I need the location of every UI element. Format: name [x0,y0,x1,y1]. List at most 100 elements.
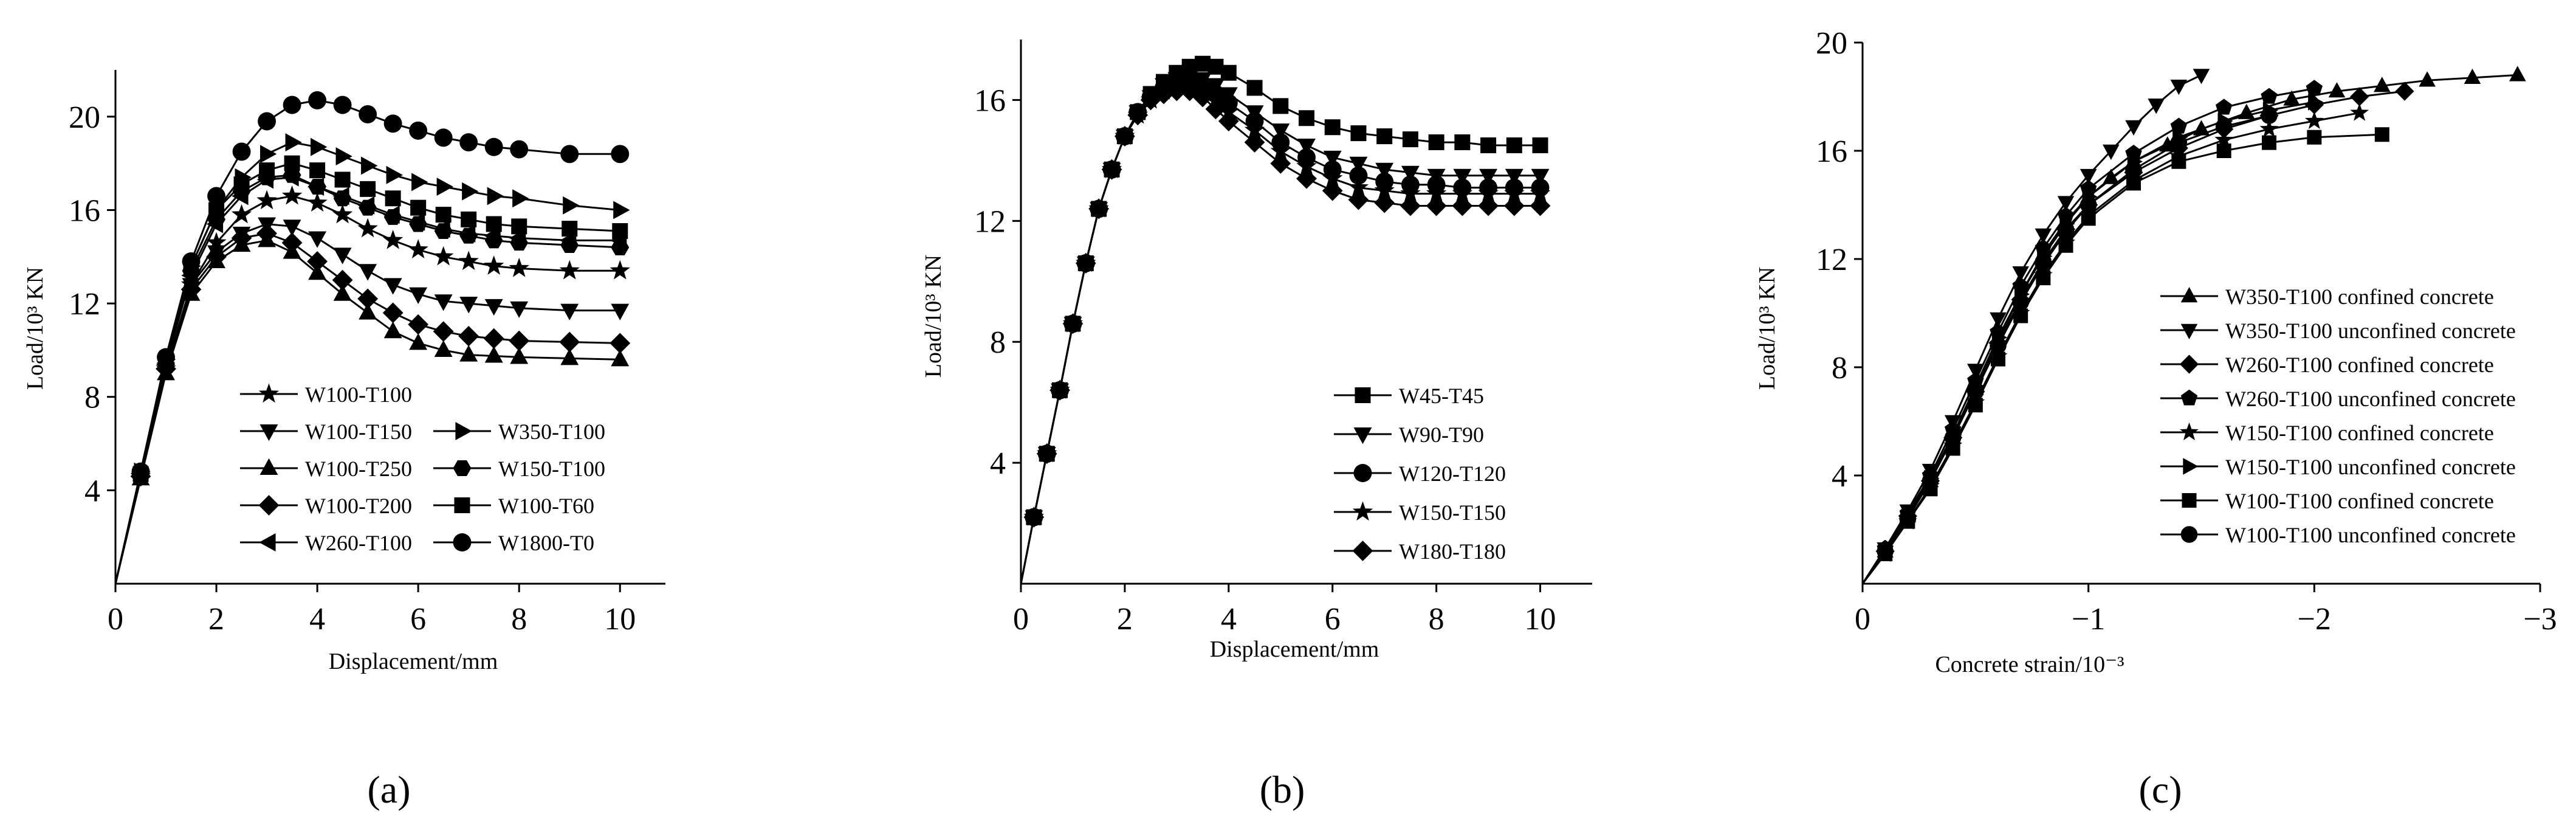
data-point [258,112,276,131]
x-tick-label: 10 [1525,602,1556,637]
data-point [309,162,326,179]
x-tick-label: 4 [309,602,325,637]
data-point [1375,162,1394,180]
y-tick-label: 12 [974,204,1006,239]
legend-label: W100-T100 unconfined concrete [2225,523,2516,547]
data-point [2307,130,2322,145]
x-tick-label: −3 [2523,602,2557,637]
data-point [2036,271,2051,286]
data-point [1968,398,1983,413]
data-point [383,278,402,295]
legend-label: W350-T100 confined concrete [2225,285,2494,309]
data-point [433,321,454,342]
data-point [1179,80,1200,102]
data-point [1990,337,2007,354]
data-point [1376,128,1393,145]
data-point [510,347,529,364]
data-point [332,204,353,224]
data-point [1273,98,1289,114]
x-tick-label: 6 [1325,602,1341,637]
data-point [1426,183,1447,202]
data-point [359,199,377,216]
data-point [359,264,377,281]
data-point [2464,68,2481,85]
data-point [1452,183,1473,202]
series-w180-t180 [1020,80,1551,584]
chart-panel-0: 0 2 4 6 8 10 4 8 12 16 20 Displacement/mm Load/10³ K… [22,70,665,811]
data-point [611,303,630,320]
data-point [207,187,226,206]
data-point [408,239,428,258]
data-point [2170,80,2188,95]
data-point [308,91,327,109]
data-point [1531,168,1550,185]
data-point [1244,132,1265,153]
legend-entry: W150-T150 [1334,500,1506,525]
data-point [562,221,578,237]
y-tick-label: 8 [990,325,1006,360]
legend-marker [2180,389,2198,406]
data-point [510,235,529,251]
data-point [307,251,328,272]
panel-label: (a) [367,768,410,811]
data-point [408,314,429,335]
legend-marker [2179,354,2199,374]
data-point [410,199,427,216]
data-point [434,340,453,357]
data-point [1062,313,1084,334]
data-point [281,232,303,254]
legend-marker [1352,501,1373,521]
data-point [206,232,227,252]
legend-entry: W100-T150 [240,420,412,444]
data-point [383,209,402,225]
legend-label: W150-T100 unconfined concrete [2225,455,2516,479]
data-point [1299,110,1314,126]
data-point [559,331,580,353]
data-point [409,333,428,350]
series-line [114,176,620,584]
data-point [2035,256,2052,273]
data-point [560,145,579,164]
data-point [307,192,328,212]
data-point [1115,126,1135,147]
data-point [382,302,404,323]
data-point [2328,82,2346,98]
legend-marker [2180,526,2198,543]
data-point [1967,364,1984,379]
data-point [611,239,630,255]
data-point [259,162,275,179]
data-point [1244,119,1265,139]
series-line [1861,88,2315,584]
data-point [333,284,352,301]
data-point [1452,195,1473,216]
data-point [2125,120,2142,136]
data-point [2419,71,2436,87]
legend-entry: W260-T100 confined concrete [2160,353,2494,377]
data-point [559,260,580,280]
legend-label: W260-T100 [305,531,412,555]
y-tick-label: 16 [974,83,1006,118]
legend: W350-T100 confined concrete W350-T100 unc… [2160,285,2516,547]
data-point [560,237,579,254]
data-point [2261,107,2278,124]
series-line [1861,101,2315,584]
legend-label: W1800-T0 [498,531,594,555]
y-tick-label: 12 [1816,243,1847,277]
data-point [1400,183,1421,202]
legend-entry: W90-T90 [1334,423,1484,447]
data-point [509,330,530,351]
data-point [409,287,428,304]
data-point [357,288,379,309]
data-point [2215,118,2233,135]
data-point [1270,153,1291,174]
y-tick-label: 12 [69,287,100,322]
data-point [2262,135,2276,150]
legend-label: W180-T180 [1399,539,1506,564]
legend-entry: W100-T100 [240,382,412,407]
data-point [2057,223,2075,241]
data-point [612,223,628,240]
legend-label: W90-T90 [1399,423,1484,447]
y-tick-label: 8 [1832,351,1847,385]
data-point [1166,80,1187,102]
